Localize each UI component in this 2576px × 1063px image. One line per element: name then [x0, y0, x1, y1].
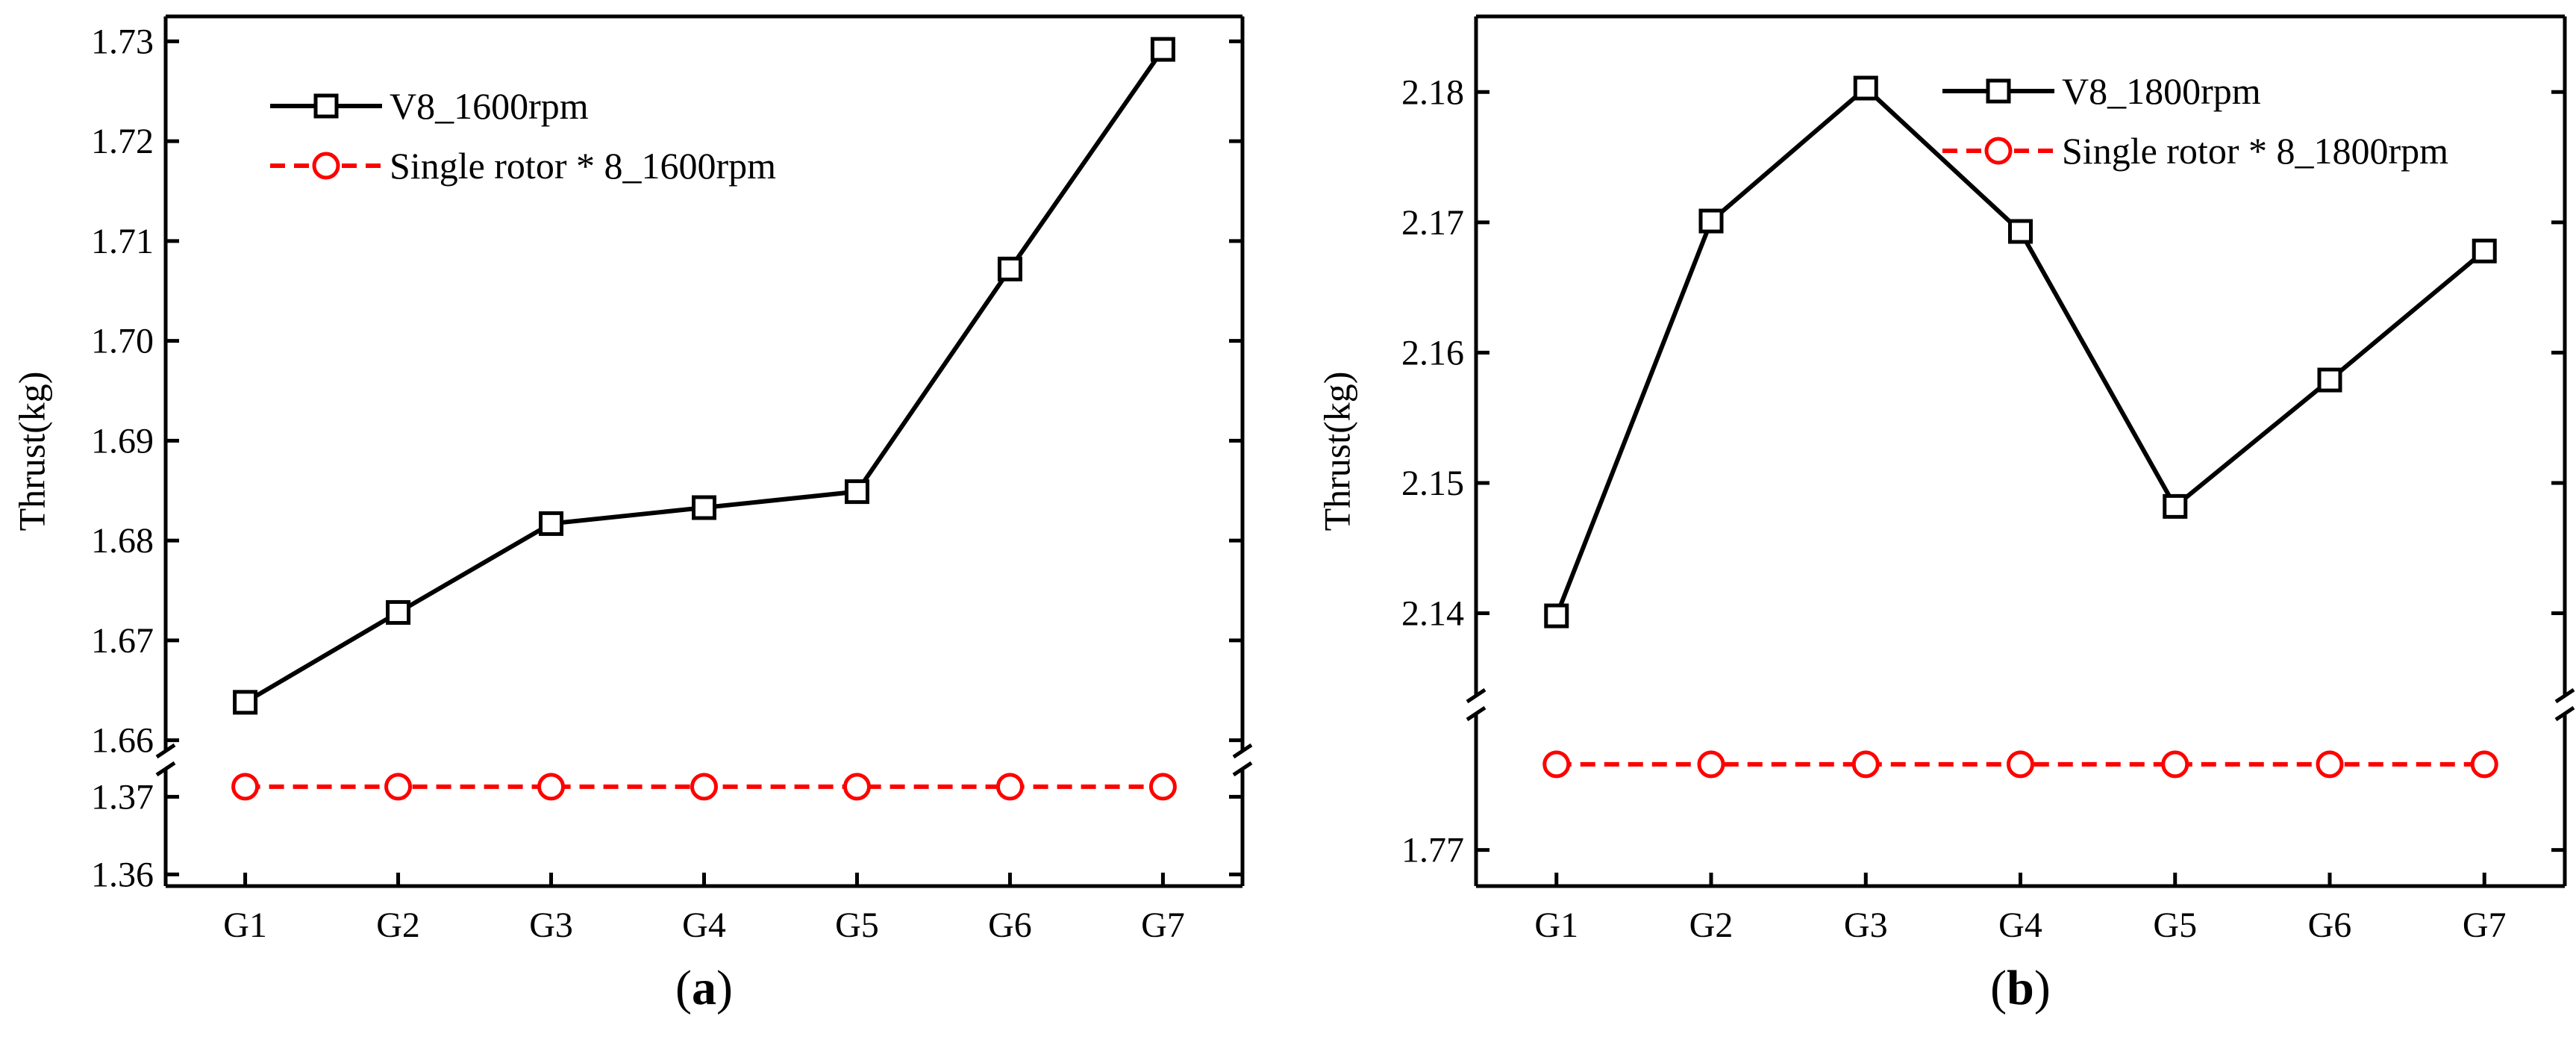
data-point-circle — [1542, 750, 1571, 779]
y-tick-label: 1.36 — [91, 855, 154, 894]
data-point-circle — [1851, 750, 1880, 779]
data-point-circle — [2470, 750, 2498, 779]
data-point-square — [2163, 493, 2188, 519]
data-point-square — [997, 256, 1022, 281]
x-tick-label: G2 — [376, 905, 420, 945]
legend-label: Single rotor * 8_1800rpm — [2062, 130, 2448, 172]
data-point-square — [233, 690, 258, 715]
series-single-rotor: Single rotor * 8_1600rpm — [231, 145, 1177, 801]
y-axis-title: Thrust(kg) — [10, 372, 52, 532]
y-tick-label: 1.37 — [91, 777, 154, 817]
data-point-circle — [1697, 750, 1725, 779]
axis-break-mark — [1232, 743, 1253, 759]
x-tick-label: G4 — [682, 905, 726, 945]
y-tick-label: 2.16 — [1401, 333, 1464, 372]
data-point-circle — [1148, 773, 1177, 801]
data-point-square — [386, 599, 411, 625]
data-point-circle — [2007, 750, 2034, 779]
axis-break-mark — [1466, 688, 1486, 704]
x-tick-label: G1 — [1534, 905, 1578, 945]
axis-break-mark — [1232, 761, 1253, 777]
y-tick-label: 1.69 — [91, 421, 154, 461]
x-tick-label: G5 — [835, 905, 879, 945]
y-tick-label: 1.71 — [91, 222, 154, 261]
y-tick-label: 1.67 — [91, 621, 154, 661]
data-point-square — [1150, 37, 1175, 62]
x-tick-label: G4 — [1998, 905, 2042, 945]
data-point-square — [2472, 238, 2497, 264]
x-tick-label: G2 — [1689, 905, 1734, 945]
chart-panel-b: 2.14 2.15 2.16 2.17 2.18 1.77 G1 G2 G3 G4 G5 G6 G7 Th… — [1316, 14, 2575, 1015]
y-axis-title: Thrust(kg) — [1316, 372, 1357, 532]
data-point-square — [844, 479, 869, 505]
data-point-circle — [231, 773, 260, 801]
series-v8: V8_1600rpm — [233, 37, 1175, 715]
y-tick-label: 1.66 — [91, 721, 154, 761]
series-v8: V8_1800rpm — [1544, 70, 2497, 629]
legend-marker-circle — [1984, 137, 2013, 165]
y-tick-label: 1.68 — [91, 521, 154, 561]
x-tick-label: G1 — [223, 905, 267, 945]
data-point-circle — [995, 773, 1024, 801]
y-tick-label: 2.18 — [1401, 72, 1464, 112]
y-tick-label: 2.14 — [1401, 594, 1464, 634]
legend-marker-circle — [312, 152, 340, 180]
y-tick-label: 1.73 — [91, 22, 154, 61]
y-tick-label: 1.70 — [91, 322, 154, 361]
y-tick-label: 2.17 — [1401, 203, 1464, 243]
data-point-square — [1698, 208, 1724, 234]
legend-label: V8_1800rpm — [2062, 70, 2261, 112]
data-point-square — [2317, 367, 2342, 393]
y-tick-label: 1.72 — [91, 122, 154, 161]
data-point-circle — [842, 773, 871, 801]
chart-panel-a: 1.66 1.67 1.68 1.69 1.70 1.71 1.72 1.73 1.36 1.37… — [10, 14, 1253, 1015]
x-tick-label: G3 — [1844, 905, 1888, 945]
panel-label: (b) — [1990, 961, 2051, 1015]
data-point-square — [2008, 219, 2033, 244]
legend-marker-square — [313, 93, 339, 119]
x-tick-label: G7 — [1141, 905, 1185, 945]
data-point-circle — [2161, 750, 2189, 779]
axis-break-mark — [155, 761, 176, 777]
data-point-circle — [537, 773, 566, 801]
x-tick-label: G3 — [529, 905, 573, 945]
data-point-square — [1544, 603, 1569, 629]
data-point-circle — [2316, 750, 2344, 779]
y-tick-label: 1.77 — [1401, 831, 1464, 870]
x-tick-label: G7 — [2463, 905, 2507, 945]
axis-break-mark — [155, 743, 176, 759]
y-tick-label: 2.15 — [1401, 464, 1464, 503]
data-point-circle — [690, 773, 718, 801]
series-single-rotor: Single rotor * 8_1800rpm — [1542, 130, 2498, 779]
legend-label: Single rotor * 8_1600rpm — [390, 145, 776, 187]
data-point-square — [692, 495, 716, 520]
data-point-circle — [384, 773, 413, 801]
data-point-square — [1853, 75, 1878, 101]
axis-break-mark — [2554, 688, 2575, 704]
x-tick-label: G6 — [2308, 905, 2352, 945]
data-point-square — [539, 511, 564, 536]
legend-marker-square — [1986, 78, 2011, 104]
x-tick-label: G5 — [2153, 905, 2197, 945]
x-tick-label: G6 — [988, 905, 1032, 945]
legend-label: V8_1600rpm — [390, 85, 589, 127]
axis-break-mark — [2554, 705, 2575, 722]
axis-break-mark — [1466, 705, 1486, 722]
panel-label: (a) — [675, 961, 733, 1015]
